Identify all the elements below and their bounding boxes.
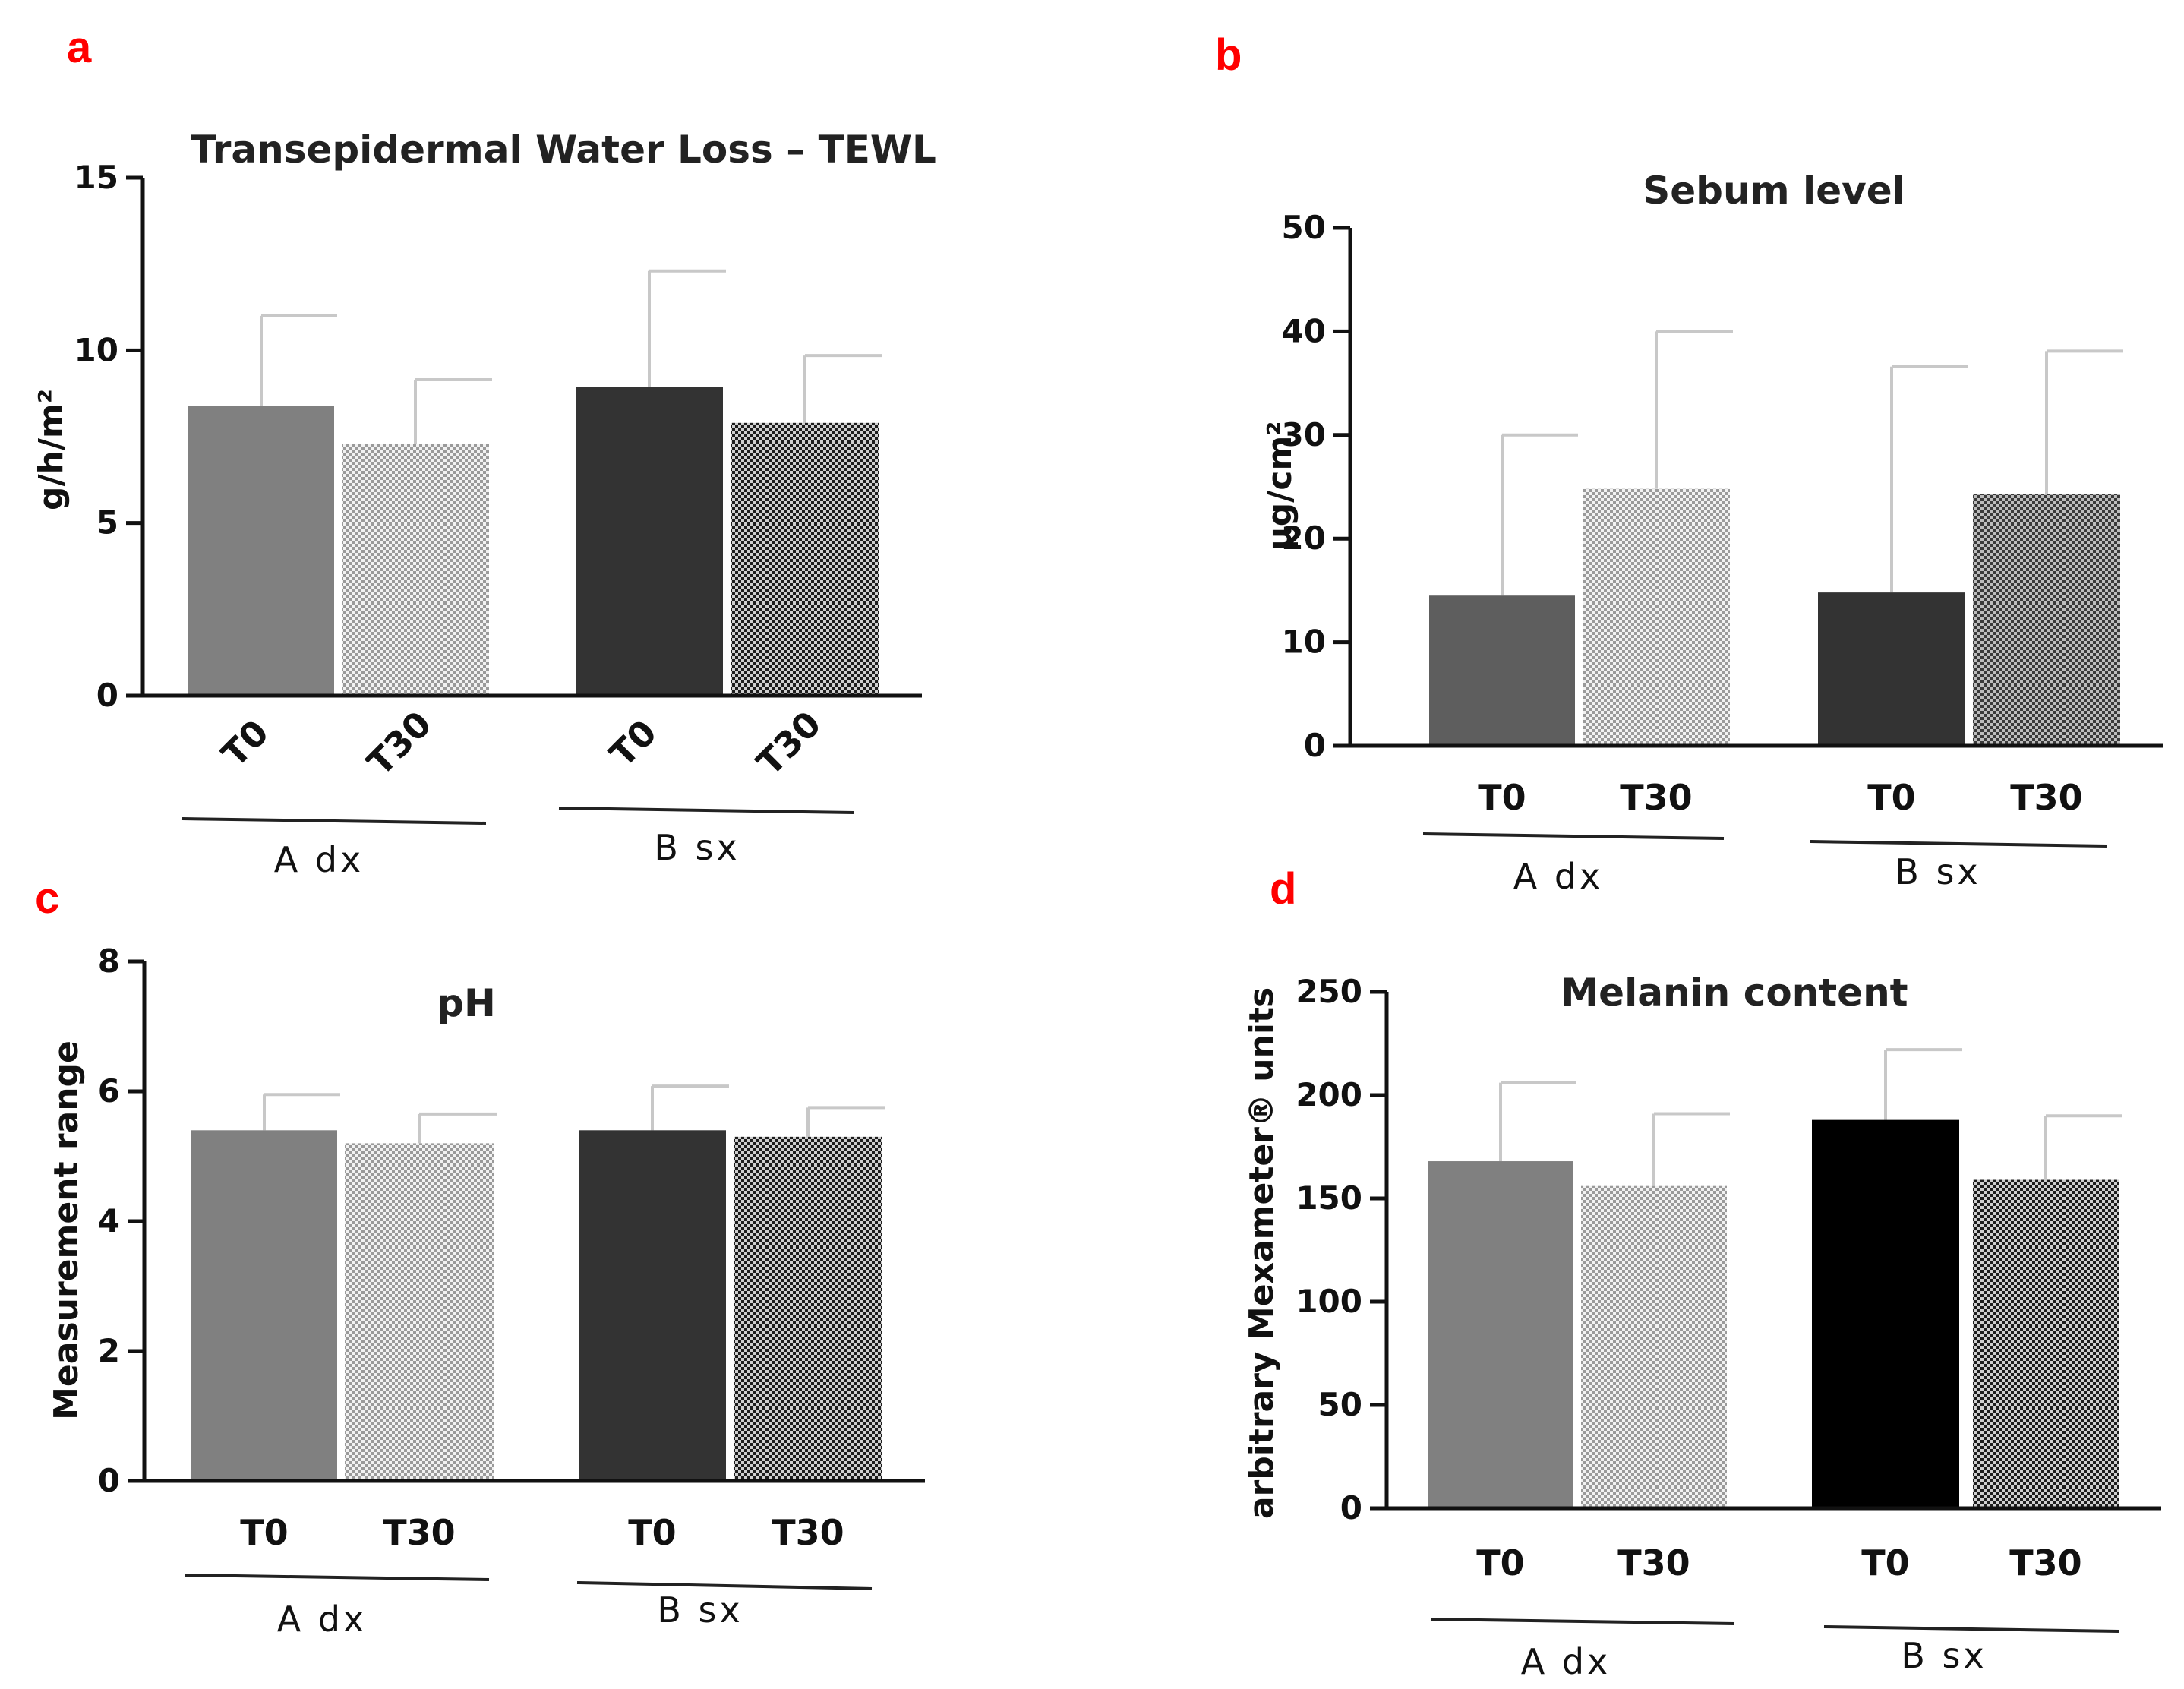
- panel-a-letter: a: [67, 23, 92, 72]
- panel-c-y-axis-label: Measurement range: [47, 1040, 86, 1420]
- panel-d-y-tick-label-2: 50: [1318, 1386, 1362, 1423]
- panel-d-x-tick-label-1: T0: [1476, 1542, 1524, 1583]
- panel-a-group-label-2: B sx: [654, 827, 740, 868]
- panel-b-bar-1: [1429, 595, 1575, 746]
- panel-d-x-tick-label-4: T30: [2009, 1542, 2081, 1583]
- panel-a-bar-4: [731, 422, 879, 696]
- panel-b-bar-2: [1583, 488, 1730, 746]
- panel-c-plot: 0 2 4 6 8 T0 T30 T0 T30: [98, 942, 925, 1590]
- panel-c-x-tick-label-4: T30: [772, 1512, 844, 1553]
- panel-b-y-tick-label-4: 30: [1282, 416, 1326, 453]
- panel-c-group-label-1: A dx: [277, 1599, 368, 1640]
- panel-d-y-tick-label-4: 150: [1296, 1179, 1362, 1217]
- panel-a-bar-2: [342, 444, 489, 696]
- panel-c-y-tick-label-3: 4: [98, 1202, 120, 1239]
- panel-b-bar-4: [1973, 494, 2120, 746]
- panel-b-group-label-1: A dx: [1513, 856, 1604, 897]
- panel-c-y-tick-label-4: 6: [98, 1072, 120, 1110]
- panel-b-y-axis-label: μg/cm²: [1261, 421, 1299, 551]
- panel-c-letter: c: [35, 873, 59, 923]
- panel-a-x-tick-label-3: T0: [601, 712, 664, 775]
- panel-c-bar-1: [191, 1130, 337, 1481]
- panel-c-x-tick-label-1: T0: [240, 1512, 288, 1553]
- panel-d-plot: 0 50 100 150 200 250 T0 T30 T0 T30: [1296, 973, 2161, 1633]
- panel-b-bar-3: [1818, 592, 1965, 746]
- panel-d-bar-4: [1973, 1179, 2119, 1508]
- panel-a-x-tick-label-1: T0: [213, 712, 276, 775]
- panel-c-bar-2: [345, 1143, 494, 1481]
- panel-d-title: Melanin content: [1561, 971, 1908, 1015]
- panel-b-plot: 0 10 20 30 40 50 T0 T30 T0 T30: [1282, 209, 2163, 848]
- panel-d-x-tick-label-2: T30: [1617, 1542, 1690, 1583]
- panel-b-y-tick-label-5: 40: [1282, 312, 1326, 349]
- panel-d-y-tick-label-5: 200: [1296, 1076, 1362, 1113]
- panel-a-group-line-1: [181, 817, 487, 825]
- panel-a-group-label-1: A dx: [274, 839, 365, 880]
- panel-d-y-axis-label: arbitrary Mexameter® units: [1242, 987, 1281, 1519]
- panel-d-y-tick-label-3: 100: [1296, 1283, 1362, 1320]
- panel-b-y-tick-label-3: 20: [1282, 519, 1326, 557]
- panel-a: a Transepidermal Water Loss – TEWL g/h/m…: [32, 23, 936, 880]
- panel-c-y-tick-label-1: 0: [98, 1462, 120, 1499]
- panel-a-plot: 0 5 10 15 T0 T30 T0 T30: [74, 159, 922, 825]
- panel-b-y-tick-label-2: 10: [1282, 624, 1326, 661]
- panel-d-bar-2: [1581, 1185, 1727, 1508]
- panel-b-x-tick-label-3: T0: [1867, 777, 1915, 818]
- panel-a-y-axis-label: g/h/m²: [32, 389, 71, 510]
- panel-c-y-tick-label-5: 8: [98, 942, 120, 980]
- panel-a-y-tick-label-4: 15: [74, 159, 118, 196]
- panel-d-group-line-2: [1823, 1625, 2119, 1633]
- panel-a-group-line-2: [558, 807, 854, 814]
- panel-d-group-label-1: A dx: [1521, 1641, 1611, 1682]
- panel-c-y-tick-label-2: 2: [98, 1332, 120, 1369]
- panel-a-x-tick-label-4: T30: [749, 703, 829, 784]
- panel-d-bar-1: [1428, 1161, 1573, 1508]
- panel-a-x-tick-label-2: T30: [359, 703, 440, 784]
- panel-d-y-tick-label-1: 0: [1340, 1489, 1362, 1526]
- panel-d-letter: d: [1270, 864, 1296, 914]
- panel-c-x-tick-label-3: T0: [628, 1512, 676, 1553]
- panel-d-x-tick-label-3: T0: [1861, 1542, 1909, 1583]
- panel-b-x-tick-label-2: T30: [1620, 777, 1692, 818]
- panel-c-group-label-2: B sx: [657, 1590, 743, 1631]
- panel-b-x-tick-label-1: T0: [1478, 777, 1526, 818]
- panel-a-bar-3: [576, 387, 723, 696]
- panel-b-y-tick-label-1: 0: [1304, 727, 1326, 764]
- panel-c-bar-4: [734, 1136, 882, 1481]
- panel-a-bar-1: [188, 406, 334, 696]
- panel-c-group-line-2: [576, 1581, 873, 1590]
- panel-b-y-tick-label-6: 50: [1282, 209, 1326, 246]
- panel-b-group-line-2: [1810, 840, 2107, 848]
- panel-d: d Melanin content arbitrary Mexameter® u…: [1242, 864, 2161, 1682]
- panel-b: b Sebum level μg/cm² 0 10 20 30 40 50 T0 T30 T0 T…: [1215, 30, 2163, 897]
- panel-d-y-tick-label-6: 250: [1296, 973, 1362, 1010]
- panel-c-bar-3: [579, 1130, 726, 1481]
- panel-b-group-line-1: [1422, 832, 1725, 840]
- panel-d-group-label-2: B sx: [1901, 1635, 1987, 1676]
- panel-c-x-tick-label-2: T30: [383, 1512, 455, 1553]
- panel-a-title: Transepidermal Water Loss – TEWL: [191, 128, 936, 172]
- panel-a-y-tick-label-3: 10: [74, 331, 118, 368]
- panel-d-bar-3: [1812, 1119, 1959, 1508]
- panel-c-group-line-1: [185, 1574, 490, 1581]
- panel-a-y-tick-label-1: 0: [96, 677, 118, 714]
- panel-c: c pH Measurement range 0 2 4 6 8 T0 T30 T0 T30 A…: [35, 873, 925, 1640]
- panel-b-letter: b: [1215, 30, 1242, 80]
- panel-a-y-tick-label-2: 5: [96, 504, 118, 541]
- panel-c-title: pH: [437, 981, 496, 1025]
- panel-b-title: Sebum level: [1643, 169, 1905, 213]
- panel-b-group-label-2: B sx: [1895, 851, 1980, 892]
- panel-d-group-line-1: [1430, 1618, 1735, 1625]
- panel-b-x-tick-label-4: T30: [2010, 777, 2082, 818]
